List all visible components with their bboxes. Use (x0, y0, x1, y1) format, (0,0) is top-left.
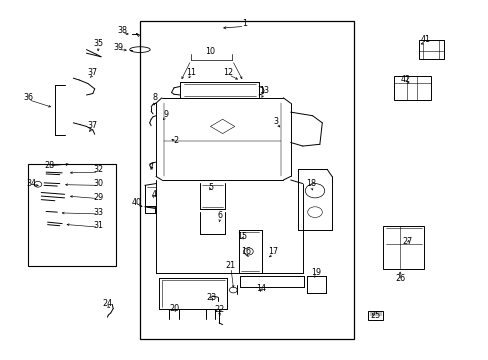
Text: 26: 26 (394, 274, 405, 283)
Text: 35: 35 (93, 39, 103, 48)
Text: 14: 14 (256, 284, 266, 293)
Text: 10: 10 (205, 47, 215, 56)
Text: 9: 9 (163, 110, 168, 119)
Text: 25: 25 (370, 311, 380, 320)
Text: 32: 32 (93, 166, 103, 175)
Text: 7: 7 (148, 163, 153, 172)
Text: 17: 17 (268, 247, 278, 256)
Text: 16: 16 (241, 247, 251, 256)
Text: 27: 27 (402, 237, 412, 246)
Text: 37: 37 (87, 68, 98, 77)
Bar (368, 311, 382, 320)
Text: 19: 19 (311, 268, 321, 277)
Bar (28, 164, 116, 266)
Text: 42: 42 (400, 75, 410, 84)
Text: 23: 23 (206, 293, 216, 302)
Text: 40: 40 (131, 198, 141, 207)
Text: 30: 30 (93, 179, 103, 188)
Bar (393, 76, 430, 100)
Bar (418, 40, 443, 59)
Text: 41: 41 (420, 36, 429, 45)
Text: 34: 34 (26, 179, 37, 188)
Text: 2: 2 (174, 136, 179, 145)
Text: 13: 13 (259, 86, 268, 95)
Text: 38: 38 (117, 26, 127, 35)
Text: 21: 21 (225, 261, 236, 270)
Text: 37: 37 (87, 121, 98, 130)
Text: 4: 4 (152, 190, 157, 199)
Text: 28: 28 (44, 161, 54, 170)
Text: 5: 5 (207, 183, 213, 192)
Text: 1: 1 (242, 19, 246, 28)
Text: 11: 11 (185, 68, 196, 77)
Text: 12: 12 (223, 68, 233, 77)
Bar (140, 21, 353, 339)
Text: 20: 20 (168, 304, 179, 313)
Text: 31: 31 (93, 221, 103, 230)
Text: 8: 8 (152, 93, 157, 102)
Text: 6: 6 (217, 211, 222, 220)
Text: 18: 18 (306, 179, 316, 188)
Text: 3: 3 (273, 117, 278, 126)
Text: 29: 29 (93, 193, 103, 202)
Text: 39: 39 (113, 42, 123, 51)
Text: 24: 24 (102, 299, 112, 308)
Text: 22: 22 (214, 305, 224, 314)
Bar (382, 226, 424, 269)
Text: 15: 15 (237, 232, 246, 241)
Text: 33: 33 (93, 208, 103, 217)
Text: 36: 36 (23, 93, 33, 102)
